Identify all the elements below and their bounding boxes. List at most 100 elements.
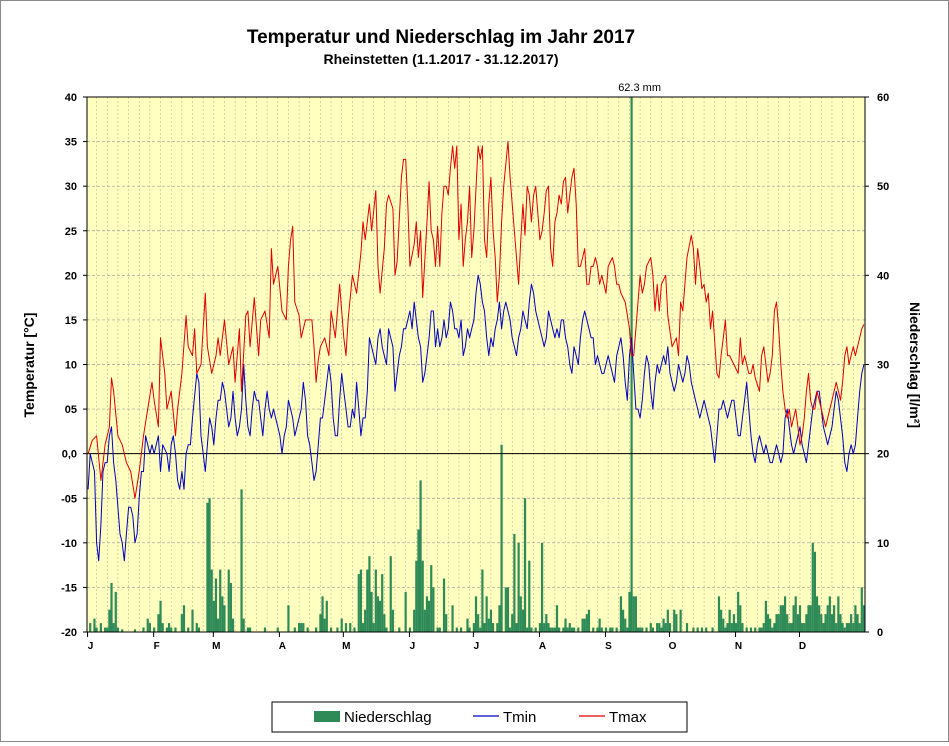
precip-bar — [741, 623, 744, 632]
precip-bar — [758, 627, 761, 632]
precip-bar — [517, 542, 520, 632]
x-tick-label: M — [212, 641, 220, 652]
precip-bar — [679, 609, 682, 632]
precip-bar — [619, 596, 623, 632]
precip-bar — [417, 529, 420, 632]
y-tick-label: 15 — [65, 315, 77, 327]
precip-bar — [216, 618, 220, 632]
precip-bar — [566, 627, 569, 632]
precip-bar — [824, 614, 827, 632]
precip-bar — [428, 600, 431, 632]
y2-tick-label: 60 — [877, 92, 889, 104]
precip-bar — [297, 623, 301, 632]
precip-bar — [534, 627, 537, 632]
precip-bars — [89, 97, 866, 632]
precip-bar — [353, 627, 356, 632]
chart-title: Temperatur und Niederschlag im Jahr 2017 — [247, 27, 635, 48]
precip-bar — [498, 605, 501, 632]
precip-bar — [585, 614, 588, 632]
y2-tick-label: 10 — [877, 538, 889, 550]
max-precip-annotation: 62.3 mm — [618, 82, 661, 94]
precip-bar — [191, 609, 194, 632]
chart-subtitle: Rheinstetten (1.1.2017 - 31.12.2017) — [323, 51, 558, 67]
precip-bar — [598, 618, 601, 632]
precip-bar — [783, 596, 787, 632]
precip-bar — [792, 605, 795, 632]
y-tick-label: -05 — [61, 493, 77, 505]
precip-bar — [600, 627, 603, 632]
precip-bar — [325, 600, 328, 632]
tmax-line — [87, 141, 865, 499]
precip-bar — [766, 614, 770, 632]
precip-bar — [110, 582, 113, 632]
precip-bar — [820, 614, 823, 632]
precip-bar — [315, 627, 318, 632]
precip-bar — [513, 533, 516, 632]
precip-bar — [626, 627, 629, 632]
precip-bar — [549, 627, 552, 632]
precip-bar — [187, 627, 190, 632]
precip-bar — [596, 627, 599, 632]
precip-bar — [306, 627, 309, 632]
precip-bar — [621, 609, 625, 632]
precip-bar — [705, 627, 708, 632]
precip-bar — [720, 609, 723, 632]
precip-bar — [553, 627, 556, 632]
precip-bar — [474, 596, 478, 632]
precip-bar — [511, 614, 514, 632]
precip-bar — [146, 618, 149, 632]
precip-bar — [790, 623, 793, 632]
precip-bar — [455, 627, 458, 632]
y-tick-label: -20 — [61, 627, 77, 639]
precip-bar — [323, 618, 326, 632]
precip-bar — [231, 618, 235, 632]
precip-bar — [523, 498, 527, 632]
precip-bar — [692, 627, 695, 632]
precip-bar — [737, 591, 740, 632]
precip-bar — [174, 627, 177, 632]
precip-bar — [771, 627, 774, 632]
precip-bar — [528, 560, 531, 632]
precip-bar — [835, 623, 838, 632]
precip-bar — [378, 600, 382, 632]
precip-bar — [430, 565, 433, 632]
precip-bar — [445, 614, 448, 632]
precip-bar — [696, 627, 699, 632]
precip-bar — [555, 605, 559, 632]
precip-bar — [489, 609, 493, 632]
precip-bar — [754, 627, 757, 632]
precip-bar — [246, 627, 250, 632]
precip-bar — [660, 627, 663, 632]
legend-label-tmin: Tmin — [503, 709, 536, 726]
x-tick-label: J — [88, 641, 94, 652]
y-tick-label: 25 — [65, 226, 77, 238]
precip-bar — [801, 623, 804, 632]
precip-bar — [515, 623, 518, 632]
precip-bar — [562, 627, 565, 632]
precip-bar — [180, 614, 183, 632]
y-tick-label: 05 — [65, 404, 77, 416]
precip-bar — [722, 618, 725, 632]
x-tick-label: S — [605, 641, 612, 652]
precip-bar — [639, 627, 642, 632]
precip-bar — [374, 569, 377, 632]
precip-bar — [419, 480, 422, 632]
precip-bar — [779, 605, 782, 632]
precip-bar — [843, 627, 846, 632]
precip-bar — [423, 609, 426, 632]
precip-bar — [364, 609, 367, 632]
precip-bar — [815, 596, 819, 632]
precip-bar — [121, 629, 124, 632]
precip-bar — [242, 618, 245, 632]
precip-bar — [357, 574, 360, 632]
precip-bar — [112, 623, 115, 632]
precip-bar — [210, 569, 213, 632]
y-tick-label: 10 — [65, 360, 77, 372]
precip-bar — [157, 614, 160, 632]
precip-bar — [287, 605, 290, 632]
precip-bar — [811, 542, 814, 632]
y-tick-label: 30 — [65, 181, 77, 193]
precip-bar — [263, 627, 267, 632]
precip-bar — [381, 574, 384, 632]
